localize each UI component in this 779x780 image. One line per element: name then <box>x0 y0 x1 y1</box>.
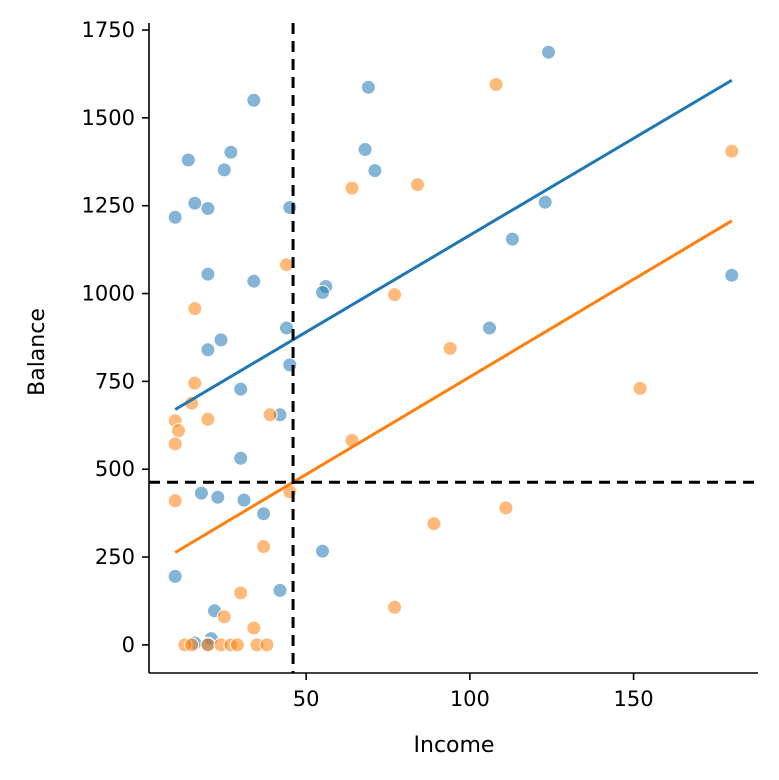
data-point-series-1 <box>246 92 262 108</box>
data-point-series-1 <box>504 231 520 247</box>
fit-line-series-1 <box>174 78 733 411</box>
data-point-series-2 <box>488 77 504 92</box>
y-tick-label: 1000 <box>82 282 135 306</box>
data-point-series-1 <box>282 200 298 215</box>
data-point-series-2 <box>259 637 275 653</box>
x-axis-label: Income <box>414 733 495 758</box>
data-point-series-1 <box>216 162 232 178</box>
data-point-series-2 <box>279 257 294 273</box>
data-point-series-1 <box>200 266 216 282</box>
data-point-series-1 <box>360 79 376 95</box>
data-point-series-1 <box>482 320 497 336</box>
data-point-series-1 <box>167 209 183 225</box>
data-point-series-1 <box>223 144 239 160</box>
data-point-series-1 <box>193 485 209 501</box>
y-tick-label: 250 <box>95 545 135 569</box>
data-point-series-1 <box>233 381 249 397</box>
points-layer <box>167 44 740 653</box>
data-point-series-1 <box>246 273 262 289</box>
data-point-series-1 <box>187 195 203 211</box>
data-point-series-2 <box>724 143 740 159</box>
x-tick-label: 100 <box>450 687 490 711</box>
data-point-series-1 <box>200 201 216 216</box>
data-point-series-2 <box>233 585 249 601</box>
data-point-series-2 <box>200 637 216 653</box>
data-point-series-1 <box>272 582 288 598</box>
data-point-series-2 <box>256 539 272 554</box>
data-point-series-1 <box>233 450 249 466</box>
y-tick-label: 750 <box>95 369 135 393</box>
data-point-series-2 <box>171 423 186 439</box>
data-point-series-1 <box>167 568 183 584</box>
x-tick-label: 150 <box>614 687 654 711</box>
data-point-series-2 <box>632 380 648 396</box>
data-point-series-2 <box>187 301 203 317</box>
data-point-series-1 <box>180 152 196 168</box>
data-point-series-2 <box>229 637 245 653</box>
data-point-series-2 <box>426 516 442 532</box>
data-point-series-2 <box>262 407 278 423</box>
y-axis-label: Balance <box>25 308 50 396</box>
y-tick-label: 500 <box>95 457 135 481</box>
fit-line-series-2 <box>174 219 733 554</box>
data-point-series-1 <box>537 194 553 210</box>
data-point-series-2 <box>184 637 200 653</box>
data-point-series-1 <box>541 44 556 60</box>
data-point-series-1 <box>724 267 740 283</box>
data-point-series-2 <box>167 493 183 509</box>
data-point-series-1 <box>213 332 229 348</box>
data-point-series-1 <box>210 489 226 505</box>
x-tick-label: 50 <box>293 687 320 711</box>
data-point-series-2 <box>410 177 425 193</box>
y-tick-label: 0 <box>122 633 135 657</box>
data-point-series-1 <box>357 142 373 157</box>
y-tick-label: 1250 <box>82 194 135 218</box>
data-point-series-2 <box>387 599 403 615</box>
data-point-series-2 <box>187 375 203 391</box>
reference-lines <box>149 23 758 673</box>
data-point-series-2 <box>246 620 262 636</box>
data-point-series-1 <box>256 506 272 522</box>
data-point-series-2 <box>344 180 360 196</box>
y-tick-label: 1750 <box>82 18 135 42</box>
data-point-series-1 <box>282 357 298 373</box>
data-point-series-1 <box>200 342 216 358</box>
data-point-series-2 <box>387 287 403 303</box>
y-tick-label: 1500 <box>82 106 135 130</box>
data-point-series-2 <box>442 340 458 356</box>
regression-lines <box>174 78 733 554</box>
data-point-series-1 <box>279 320 294 336</box>
data-point-series-1 <box>315 543 330 559</box>
data-point-series-1 <box>236 492 252 508</box>
data-point-series-2 <box>200 411 216 427</box>
data-point-series-1 <box>315 285 330 300</box>
data-point-series-1 <box>367 163 383 179</box>
data-point-series-2 <box>216 609 232 625</box>
data-point-series-2 <box>498 500 514 516</box>
data-point-series-2 <box>167 436 183 452</box>
